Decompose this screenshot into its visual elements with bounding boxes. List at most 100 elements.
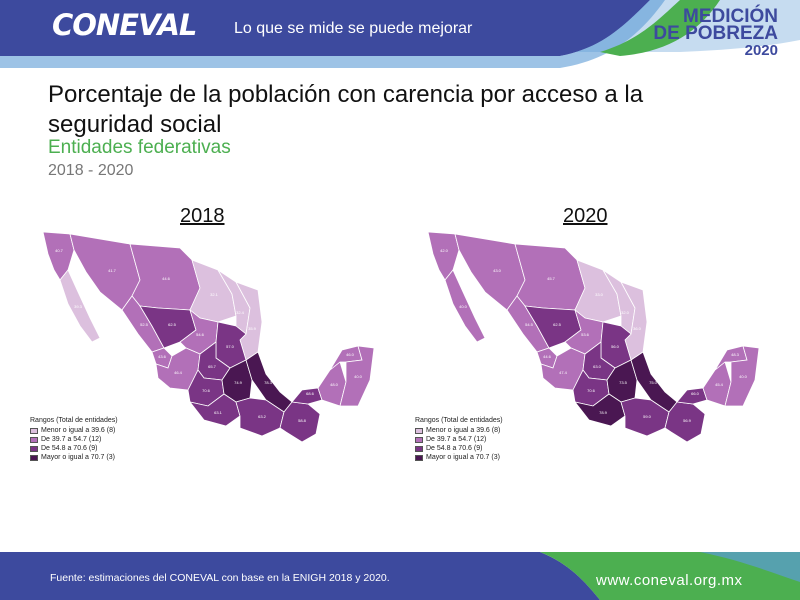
state-value-label: 66.0	[691, 391, 700, 396]
state-value-label: 33.0	[595, 292, 604, 297]
state-value-label: 32.0	[621, 310, 630, 315]
legend-2020: Rangos (Total de entidades) Menor o igua…	[415, 417, 503, 462]
legend-swatch	[30, 436, 38, 443]
page-subtitle: Entidades federativas	[48, 137, 231, 158]
state-value-label: 40.0	[739, 374, 748, 379]
legend-item: De 54.8 a 70.6 (9)	[30, 444, 118, 453]
legend-label: Menor o igual a 39.6 (8)	[426, 427, 501, 434]
state-value-label: 63.1	[214, 410, 223, 415]
legend-label: De 39.7 a 54.7 (12)	[41, 436, 102, 443]
state-value-label: 78.9	[599, 410, 608, 415]
state-quintana-roo[interactable]	[339, 345, 375, 407]
state-value-label: 43.6	[158, 354, 167, 359]
state-value-label: 39.3	[74, 304, 83, 309]
state-baja-california-sur[interactable]	[444, 269, 486, 343]
state-value-label: 58.8	[298, 418, 307, 423]
state-value-label: 74.9	[234, 380, 243, 385]
state-value-label: 62.5	[553, 322, 562, 327]
mexico-map-2018[interactable]: 40.7 39.3 41.7 44.6 32.1 32.4 35.9 52.5 62.5 54.6…	[40, 230, 395, 470]
state-value-label: 36.0	[633, 326, 642, 331]
state-value-label: 46.0	[346, 352, 355, 357]
footer-banner	[0, 552, 800, 600]
state-quintana-roo[interactable]	[724, 345, 760, 407]
legend-item: De 39.7 a 54.7 (12)	[415, 435, 503, 444]
header-background	[0, 0, 800, 68]
mexico-map-2020[interactable]: 42.0 40.0 43.0 45.7 33.0 32.0 36.0 54.5 62.5 53.6…	[425, 230, 780, 470]
state-value-label: 57.0	[226, 344, 235, 349]
legend-label: De 54.8 a 70.6 (9)	[426, 445, 483, 452]
tagline: Lo que se mide se puede mejorar	[234, 20, 473, 37]
footer-background	[0, 552, 800, 600]
state-value-label: 43.0	[493, 268, 502, 273]
state-value-label: 70.6	[202, 388, 211, 393]
legend-swatch	[415, 454, 423, 461]
state-value-label: 40.0	[459, 304, 468, 309]
state-value-label: 63.0	[593, 364, 602, 369]
legend-swatch	[30, 427, 38, 434]
legend-label: Menor o igual a 39.6 (8)	[41, 427, 116, 434]
state-value-label: 63.2	[258, 414, 267, 419]
page-title: Porcentaje de la población con carencia …	[48, 80, 698, 140]
state-value-label: 44.6	[162, 276, 171, 281]
state-value-label: 45.7	[547, 276, 556, 281]
legend-label: Mayor o igual a 70.7 (3)	[426, 454, 500, 461]
coneval-logo[interactable]: CONEVAL	[52, 8, 197, 42]
state-value-label: 32.1	[210, 292, 219, 297]
legend-item: Mayor o igual a 70.7 (3)	[30, 453, 118, 462]
badge-line-3: 2020	[744, 42, 778, 59]
legend-2018: Rangos (Total de entidades) Menor o igua…	[30, 417, 118, 462]
legend-header: Rangos (Total de entidades)	[30, 417, 118, 424]
legend-label: De 39.7 a 54.7 (12)	[426, 436, 487, 443]
legend-swatch	[30, 445, 38, 452]
year-range: 2018 - 2020	[48, 162, 134, 179]
state-value-label: 46.4	[174, 370, 183, 375]
state-value-label: 32.4	[236, 310, 245, 315]
state-value-label: 78.3	[264, 380, 273, 385]
state-value-label: 68.6	[306, 391, 315, 396]
badge-line-1: MEDICIÓN	[683, 6, 778, 27]
legend-swatch	[415, 427, 423, 434]
website-link[interactable]: www.coneval.org.mx	[596, 572, 743, 589]
state-value-label: 44.6	[543, 354, 552, 359]
state-value-label: 65.7	[208, 364, 217, 369]
legend-label: De 54.8 a 70.6 (9)	[41, 445, 98, 452]
state-value-label: 56.0	[611, 344, 620, 349]
year-label-2018: 2018	[180, 205, 225, 227]
state-value-label: 41.7	[108, 268, 117, 273]
state-value-label: 59.0	[643, 414, 652, 419]
legend-swatch	[415, 445, 423, 452]
legend-item: Menor o igual a 39.6 (8)	[30, 426, 118, 435]
state-value-label: 40.7	[55, 248, 64, 253]
state-value-label: 54.5	[525, 322, 534, 327]
state-value-label: 42.0	[440, 248, 449, 253]
state-value-label: 35.9	[248, 326, 257, 331]
title-part-2: carencia por acceso a la seguridad socia…	[48, 81, 644, 138]
state-value-label: 47.4	[559, 370, 568, 375]
state-value-label: 52.5	[140, 322, 149, 327]
state-value-label: 54.6	[196, 332, 205, 337]
state-value-label: 45.4	[715, 382, 724, 387]
state-value-label: 48.3	[731, 352, 740, 357]
legend-item: Mayor o igual a 70.7 (3)	[415, 453, 503, 462]
header-banner: CONEVAL Lo que se mide se puede mejorar …	[0, 0, 800, 72]
state-value-label: 73.5	[619, 380, 628, 385]
badge-line-2: DE POBREZA	[653, 23, 778, 44]
legend-swatch	[415, 436, 423, 443]
state-value-label: 70.6	[587, 388, 596, 393]
legend-header: Rangos (Total de entidades)	[415, 417, 503, 424]
title-part-1: Porcentaje de la población con	[48, 81, 383, 108]
state-value-label: 56.9	[683, 418, 692, 423]
state-value-label: 62.5	[168, 322, 177, 327]
state-value-label: 75.0	[649, 380, 658, 385]
state-value-label: 53.6	[581, 332, 590, 337]
legend-item: De 39.7 a 54.7 (12)	[30, 435, 118, 444]
state-value-label: 48.0	[330, 382, 339, 387]
legend-label: Mayor o igual a 70.7 (3)	[41, 454, 115, 461]
state-baja-california-sur[interactable]	[59, 269, 101, 343]
legend-item: Menor o igual a 39.6 (8)	[415, 426, 503, 435]
state-value-label: 40.0	[354, 374, 363, 379]
source-note: Fuente: estimaciones del CONEVAL con bas…	[50, 572, 390, 584]
legend-item: De 54.8 a 70.6 (9)	[415, 444, 503, 453]
year-label-2020: 2020	[563, 205, 608, 227]
legend-swatch	[30, 454, 38, 461]
